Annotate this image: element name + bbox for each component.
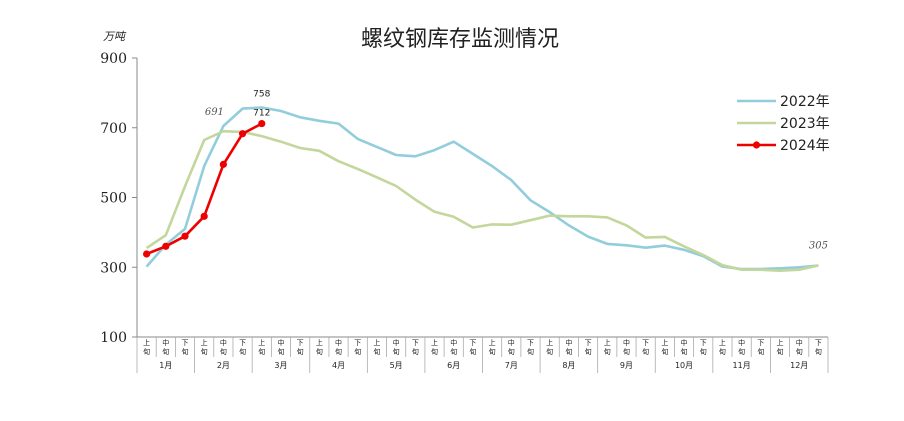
month-label: 5月 <box>390 361 403 370</box>
legend: 2022年 2023年 2024年 <box>737 94 830 154</box>
x-tick-label: 下旬 <box>527 339 534 356</box>
y-tick-label: 900 <box>100 51 127 67</box>
chart-title: 螺纹钢库存监测情况 <box>361 27 559 52</box>
x-tick-label: 中旬 <box>277 338 284 356</box>
x-tick-label: 上旬 <box>431 338 438 356</box>
legend-label: 2022年 <box>780 94 830 110</box>
x-tick-label: 上旬 <box>661 338 668 356</box>
y-tick-label: 300 <box>100 260 127 276</box>
x-tick-label: 上旬 <box>604 338 611 356</box>
x-tick-label: 中旬 <box>796 338 803 356</box>
month-label: 6月 <box>447 361 460 370</box>
month-label: 8月 <box>562 361 575 370</box>
x-tick-label: 下旬 <box>700 339 707 356</box>
x-tick-label: 下旬 <box>297 339 304 356</box>
series-point-2024年 <box>162 242 170 250</box>
x-tick-label: 中旬 <box>450 338 457 356</box>
legend-label: 2023年 <box>780 116 830 132</box>
month-label: 3月 <box>274 361 287 370</box>
x-tick-label: 中旬 <box>738 338 745 356</box>
x-tick-label: 下旬 <box>469 339 476 356</box>
month-label: 10月 <box>675 361 693 370</box>
x-tick-label: 下旬 <box>815 339 822 356</box>
series-point-2024年 <box>258 119 266 128</box>
series-point-2024年 <box>219 160 227 168</box>
x-tick-label: 下旬 <box>239 339 246 356</box>
month-label: 1月 <box>159 361 172 370</box>
x-tick-label: 下旬 <box>412 339 419 356</box>
month-label: 12月 <box>790 361 808 370</box>
month-label: 11月 <box>733 361 751 370</box>
month-label: 7月 <box>505 361 518 370</box>
series-layer <box>142 106 819 273</box>
x-tick-label: 中旬 <box>623 338 630 356</box>
y-tick-label: 100 <box>100 330 127 346</box>
x-tick-label: 中旬 <box>335 338 342 356</box>
data-label: 758 <box>253 90 270 100</box>
series-point-2024年 <box>142 250 151 258</box>
month-label: 4月 <box>332 361 345 370</box>
x-tick-label: 下旬 <box>757 339 764 356</box>
legend-marker <box>752 141 761 149</box>
x-tick-label: 上旬 <box>777 338 784 356</box>
legend-label: 2024年 <box>780 138 830 154</box>
x-tick-label: 上旬 <box>201 338 208 356</box>
x-tick-label: 中旬 <box>220 338 227 356</box>
x-tick-label: 中旬 <box>508 338 515 356</box>
x-tick-label: 上旬 <box>316 338 323 356</box>
axes: 100300500700900上旬中旬下旬上旬中旬下旬上旬中旬下旬上旬中旬下旬上… <box>100 51 829 373</box>
x-tick-label: 中旬 <box>681 338 688 356</box>
x-tick-label: 下旬 <box>585 339 592 356</box>
x-tick-label: 上旬 <box>373 338 380 356</box>
x-tick-label: 上旬 <box>489 338 496 356</box>
x-tick-label: 下旬 <box>354 339 361 356</box>
x-tick-label: 中旬 <box>162 338 169 356</box>
series-line-2023年 <box>145 129 819 273</box>
x-tick-label: 上旬 <box>546 338 553 356</box>
data-label: 712 <box>253 109 270 119</box>
data-label: 305 <box>809 241 828 252</box>
y-axis-unit: 万吨 <box>103 30 127 43</box>
data-labels: 758 691 712 305 <box>205 90 828 252</box>
y-tick-label: 700 <box>100 121 127 137</box>
series-point-2024年 <box>200 212 208 220</box>
x-tick-label: 上旬 <box>719 338 726 356</box>
x-tick-label: 上旬 <box>143 338 150 356</box>
series-point-2024年 <box>238 130 247 138</box>
x-tick-label: 下旬 <box>642 339 649 356</box>
month-label: 2月 <box>217 361 230 370</box>
y-tick-label: 500 <box>100 191 127 207</box>
x-tick-label: 上旬 <box>258 338 265 356</box>
data-label: 691 <box>205 107 224 118</box>
x-tick-label: 中旬 <box>565 338 572 356</box>
month-label: 9月 <box>620 361 633 370</box>
series-point-2024年 <box>181 232 189 240</box>
x-tick-label: 中旬 <box>393 338 400 356</box>
x-tick-label: 下旬 <box>181 339 188 356</box>
